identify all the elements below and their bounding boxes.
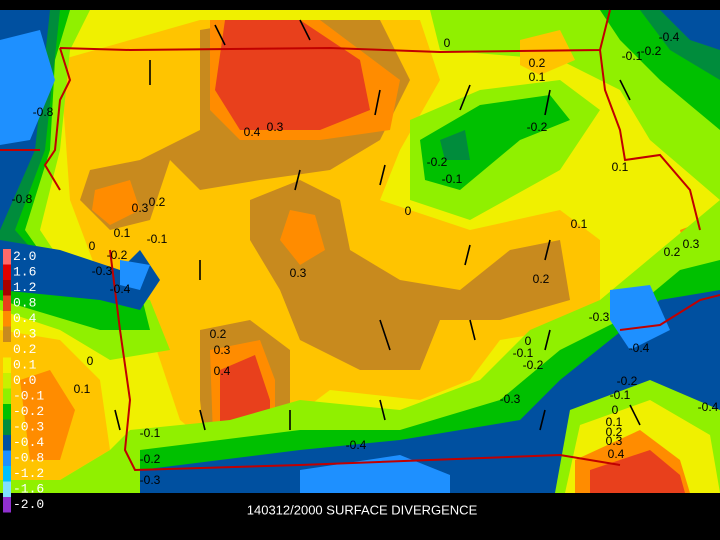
- contour-label: 0.4: [214, 364, 231, 378]
- legend-swatch: [3, 295, 11, 311]
- contour-label: 0.1: [74, 382, 91, 396]
- contour-label: 0: [405, 204, 412, 218]
- legend-swatch: [3, 357, 11, 373]
- contour-label: -0.2: [140, 452, 161, 466]
- legend-label: 0.1: [13, 358, 37, 373]
- contour-label: -0.4: [698, 400, 719, 414]
- contour-label: 0.1: [612, 160, 629, 174]
- legend-swatch: [3, 264, 11, 280]
- contour-label: 0: [612, 403, 619, 417]
- legend-label: 0.8: [13, 296, 36, 311]
- contour-label: 0.1: [529, 70, 546, 84]
- legend-label: -0.1: [13, 389, 44, 404]
- legend-swatch: [3, 249, 11, 265]
- contour-label: -0.3: [140, 473, 161, 487]
- legend-label: 0.3: [13, 327, 36, 342]
- legend-label: -0.4: [13, 435, 44, 450]
- contour-label: -0.2: [641, 44, 662, 58]
- legend-swatch: [3, 311, 11, 327]
- contour-label: 0.1: [571, 217, 588, 231]
- legend-swatch: [3, 280, 11, 296]
- contour-label: 0.2: [664, 245, 681, 259]
- legend-swatch: [3, 481, 11, 497]
- contour-label: -0.1: [622, 49, 643, 63]
- contour-label: 0.1: [114, 226, 131, 240]
- legend-label: -0.8: [13, 451, 44, 466]
- legend-swatch: [3, 435, 11, 451]
- contour-label: 0.3: [267, 120, 284, 134]
- contour-label: 0: [89, 239, 96, 253]
- contour-label: 0.2: [149, 195, 166, 209]
- contour-label: 0.3: [606, 434, 623, 448]
- legend-swatch: [3, 466, 11, 482]
- contour-label: 0: [87, 354, 94, 368]
- contour-label: -0.1: [140, 426, 161, 440]
- legend-label: -0.3: [13, 420, 44, 435]
- contour-label: -0.4: [629, 341, 650, 355]
- legend-swatch: [3, 497, 11, 513]
- contour-label: 0.3: [132, 201, 149, 215]
- legend-label: -0.2: [13, 404, 44, 419]
- legend-swatch: [3, 404, 11, 420]
- legend-label: -1.2: [13, 466, 44, 481]
- legend-label: 1.6: [13, 265, 36, 280]
- contour-label: -0.2: [617, 374, 638, 388]
- contour-label: 0.3: [214, 343, 231, 357]
- contour-label: -0.2: [427, 155, 448, 169]
- contour-label: 0.1: [606, 415, 623, 429]
- legend-swatch: [3, 419, 11, 435]
- legend-label: 0.2: [13, 342, 36, 357]
- map-fill: [0, 10, 720, 493]
- contour-label: -0.1: [610, 388, 631, 402]
- legend-label: 0.0: [13, 373, 36, 388]
- contour-label: -0.4: [346, 438, 367, 452]
- wind-barbs: [114, 19, 641, 431]
- contour-label: -0.1: [147, 232, 168, 246]
- contour-label: -0.3: [589, 310, 610, 324]
- contour-label: -0.4: [110, 282, 131, 296]
- contour-label: 0: [525, 334, 532, 348]
- legend-swatch: [3, 373, 11, 389]
- contour-label: -0.8: [33, 105, 54, 119]
- contour-label: -0.3: [500, 392, 521, 406]
- legend-swatch: [3, 450, 11, 466]
- contour-label: 0.3: [290, 266, 307, 280]
- contour-label: -0.4: [659, 30, 680, 44]
- contour-label: 0.2: [529, 56, 546, 70]
- legend: 2.01.61.20.80.40.30.20.10.0-0.1-0.2-0.3-…: [3, 249, 44, 513]
- legend-swatch: [3, 388, 11, 404]
- legend-label: -2.0: [13, 497, 44, 512]
- contour-label: 0.4: [244, 125, 261, 139]
- contour-labels: -0.8-0.80.4 0.30.3 0.20.1 -0.10-0.2-0.3-0.4…: [12, 30, 719, 487]
- title: 140312/2000 SURFACE DIVERGENCE: [247, 502, 478, 517]
- legend-label: 0.4: [13, 311, 37, 326]
- contour-label: -0.1: [442, 172, 463, 186]
- contour-label: 0.2: [210, 327, 227, 341]
- contour-label: 0.4: [608, 447, 625, 461]
- legend-swatch: [3, 342, 11, 358]
- legend-label: 2.0: [13, 249, 36, 264]
- legend-label: 1.2: [13, 280, 36, 295]
- contour-label: 0.3: [683, 237, 700, 251]
- contour-label: -0.1: [513, 346, 534, 360]
- contour-label: 0.2: [606, 425, 623, 439]
- contour-label: -0.8: [12, 192, 33, 206]
- contour-label: -0.2: [523, 358, 544, 372]
- state-borders: [0, 9, 720, 472]
- contour-label: -0.2: [107, 248, 128, 262]
- contour-label: 0: [444, 36, 451, 50]
- legend-label: -1.6: [13, 482, 44, 497]
- contour-label: -0.2: [527, 120, 548, 134]
- contour-label: -0.3: [92, 264, 113, 278]
- contour-label: 0.2: [533, 272, 550, 286]
- legend-swatch: [3, 326, 11, 342]
